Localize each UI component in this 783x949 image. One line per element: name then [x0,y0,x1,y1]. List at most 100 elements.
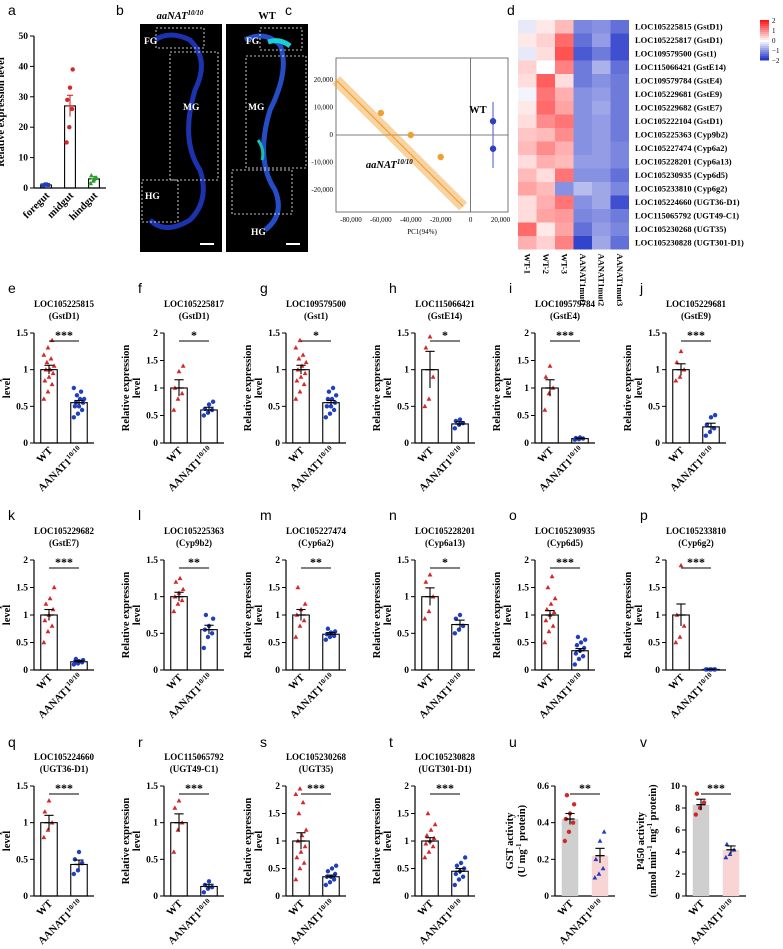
heatmap-row-label: LOC105224660 (UGT36-D1) [635,197,740,207]
y-axis-label: Relative expressionlevel [492,345,514,432]
panel-letter-r: r [138,734,143,750]
heatmap-cell [573,182,592,196]
panel-letter-b: b [116,2,124,18]
heatmap-cell [536,33,555,47]
y-tick-label: 1.5 [648,329,660,339]
heatmap-cell [592,141,611,155]
y-label-sup2: -1 [646,822,654,828]
colorbar-segment [760,58,769,61]
bar-WT [692,804,710,896]
x-tick-label: WT [667,445,687,465]
y-tick-label: 1.5 [16,584,28,594]
y-axis-label: Relative expressionlevel [243,345,265,432]
y-label-line3: mg [648,828,659,845]
heatmap-cell [555,168,574,182]
data-point [724,841,730,847]
heatmap-cell [592,87,611,101]
data-point [209,631,215,636]
y-tick-label: 1 [153,593,158,603]
y-tick-label: 1 [655,366,660,376]
y-axis-label: Relative expressionlevel [0,798,13,885]
data-point [71,415,77,420]
data-point [572,662,578,667]
heatmap-cell [536,60,555,74]
colorbar-segment [760,44,769,47]
y-tick-label: 0.5 [397,402,409,412]
heatmap-cell [592,33,611,47]
image-wt [226,24,308,252]
data-point [423,579,429,584]
colorbar-segment [760,22,769,25]
data-point [425,810,431,816]
heatmap-cell [573,236,592,250]
y-label-line2: level [383,378,394,398]
y-tick-label: 10 [671,782,681,792]
chart-k: LOC105229682 (GstE7) 0 0.5 1 1.5 2 Relative exp… [0,526,94,721]
data-point [49,623,55,628]
heatmap-row-label: LOC105229681 (GstE9) [635,89,722,99]
heatmap-cell [573,20,592,34]
panel-letter-q: q [8,734,16,750]
heatmap-cell [610,20,629,34]
data-point [205,634,211,640]
bar-WT [170,596,188,671]
significance-label: *** [55,555,73,569]
data-point [175,827,181,832]
x-tick-sup: 10/10 [446,671,463,688]
data-point [51,363,57,368]
significance-label: *** [687,328,705,342]
chart-title: LOC105229681 [666,299,727,309]
y-tick-label: 1.5 [146,782,158,792]
data-point [426,608,432,614]
chart-title: LOC115066421 [415,299,475,309]
y-tick-label: 0.5 [397,865,409,875]
data-point [453,871,459,877]
bar-midgut [64,105,76,189]
x-tick-sup: 10/10 [317,897,334,914]
x-tick-label: WT [536,445,556,465]
data-point [597,838,603,843]
data-point [300,799,306,805]
heatmap-cell [610,60,629,74]
data-point [180,586,186,592]
data-point [46,798,52,803]
y-tick-label: 2 [404,782,409,792]
y-tick-label: 0 [23,666,28,676]
heatmap-cell [610,128,629,142]
chart-title: LOC109579784 [535,299,596,309]
heatmap-cell [610,155,629,169]
data-point [79,407,85,413]
significance-label: *** [436,781,454,795]
heatmap-row-label: LOC115066421 (GstE14) [635,62,726,72]
y-axis-label: Relative expressionlevel [121,798,143,885]
heatmap-row-label: LOC105230828 (UGT301-D1) [635,238,744,248]
colorbar-segment [760,36,769,39]
y-label-line2: level [503,378,514,398]
y-tick-label: 1 [275,837,280,847]
heatmap-cell [555,20,574,34]
data-point [551,609,557,615]
data-point [570,820,576,825]
significance-label: * [442,555,448,569]
y-tick-label: 1 [153,384,158,394]
panel-letter-n: n [389,507,397,523]
chart-title: LOC105233810 [666,526,727,536]
significance-label: *** [707,781,725,795]
regression-line [335,79,464,207]
y-axis-label: Relative expressionlevel [372,345,394,432]
data-point [677,374,683,379]
group-label-mutant: aaNAT10/10 [366,158,413,171]
y-tick-label: 0.5 [268,639,280,649]
heatmap-row-label: LOC105230268 (UGT35) [635,224,727,234]
y-tick-label: 0.5 [517,639,529,649]
data-point [45,345,51,350]
y-tick-label: 0 [524,666,529,676]
data-point [177,575,183,581]
region-box [169,51,219,181]
heatmap-cell [536,101,555,115]
panel-letter-m: m [260,507,272,523]
y-label-line1: P450 activity [636,811,647,870]
